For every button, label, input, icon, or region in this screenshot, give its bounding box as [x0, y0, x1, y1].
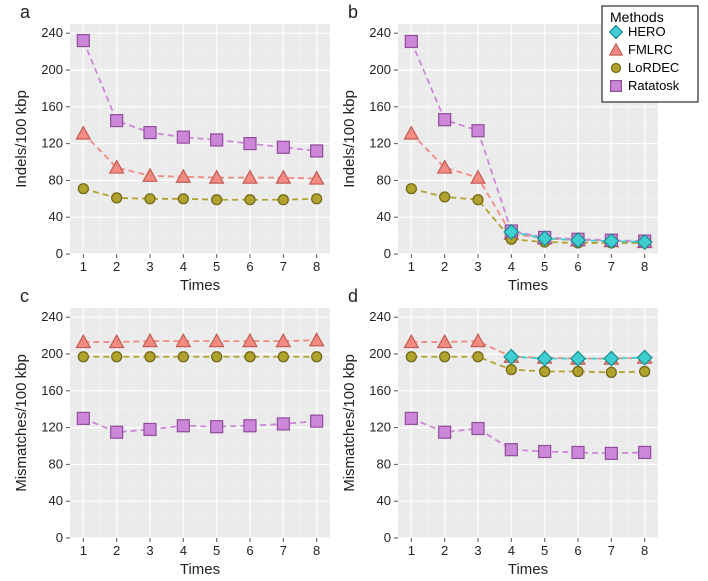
y-tick-label: 0	[56, 246, 63, 261]
y-tick-label: 200	[41, 62, 63, 77]
figure-svg: 1234567804080120160200240TimesIndels/100…	[0, 0, 708, 576]
y-tick-label: 160	[41, 99, 63, 114]
y-axis-title: Indels/100 kbp	[13, 90, 30, 188]
y-tick-label: 40	[49, 493, 63, 508]
y-tick-label: 0	[384, 246, 391, 261]
x-tick-label: 4	[508, 259, 515, 274]
y-tick-label: 240	[369, 25, 391, 40]
y-tick-label: 80	[377, 172, 391, 187]
x-tick-label: 4	[508, 543, 515, 558]
y-tick-label: 0	[384, 530, 391, 545]
x-tick-label: 2	[113, 259, 120, 274]
x-tick-label: 6	[246, 259, 253, 274]
x-tick-label: 8	[641, 543, 648, 558]
x-tick-label: 3	[146, 543, 153, 558]
y-tick-label: 40	[377, 209, 391, 224]
legend-title: Methods	[610, 9, 664, 25]
y-axis-title: Mismatches/100 kbp	[341, 354, 358, 492]
x-tick-label: 3	[146, 259, 153, 274]
x-tick-label: 4	[180, 543, 187, 558]
y-tick-label: 0	[56, 530, 63, 545]
x-tick-label: 1	[80, 543, 87, 558]
y-tick-label: 240	[369, 309, 391, 324]
y-axis-title: Mismatches/100 kbp	[13, 354, 30, 492]
y-tick-label: 160	[41, 383, 63, 398]
x-tick-label: 1	[408, 259, 415, 274]
x-tick-label: 7	[280, 259, 287, 274]
x-axis-title: Times	[508, 277, 548, 294]
x-tick-label: 5	[541, 543, 548, 558]
y-tick-label: 240	[41, 309, 63, 324]
x-axis-title: Times	[180, 561, 220, 576]
x-tick-label: 3	[474, 259, 481, 274]
legend-item-label: Ratatosk	[628, 78, 680, 93]
x-tick-label: 3	[474, 543, 481, 558]
x-tick-label: 1	[80, 259, 87, 274]
x-axis-title: Times	[508, 561, 548, 576]
y-tick-label: 120	[41, 136, 63, 151]
y-tick-label: 120	[369, 136, 391, 151]
legend-item-label: HERO	[628, 24, 666, 39]
x-tick-label: 5	[213, 543, 220, 558]
x-tick-label: 4	[180, 259, 187, 274]
panel-d: 1234567804080120160200240TimesMismatches…	[341, 286, 658, 576]
y-tick-label: 40	[49, 209, 63, 224]
y-tick-label: 160	[369, 383, 391, 398]
y-axis-title: Indels/100 kbp	[341, 90, 358, 188]
x-tick-label: 7	[608, 543, 615, 558]
y-tick-label: 240	[41, 25, 63, 40]
x-tick-label: 1	[408, 543, 415, 558]
legend-item-label: LoRDEC	[628, 60, 679, 75]
x-tick-label: 5	[213, 259, 220, 274]
y-tick-label: 80	[377, 456, 391, 471]
x-tick-label: 8	[641, 259, 648, 274]
legend-item-label: FMLRC	[628, 42, 673, 57]
panel-letter: c	[20, 286, 29, 306]
y-tick-label: 40	[377, 493, 391, 508]
y-tick-label: 160	[369, 99, 391, 114]
x-tick-label: 5	[541, 259, 548, 274]
panel-letter: b	[348, 2, 358, 22]
panel-letter: a	[20, 2, 31, 22]
y-tick-label: 80	[49, 456, 63, 471]
y-tick-label: 120	[369, 420, 391, 435]
y-tick-label: 200	[369, 346, 391, 361]
y-tick-label: 200	[369, 62, 391, 77]
x-tick-label: 6	[574, 543, 581, 558]
y-tick-label: 80	[49, 172, 63, 187]
y-tick-label: 200	[41, 346, 63, 361]
panel-a: 1234567804080120160200240TimesIndels/100…	[13, 2, 330, 294]
x-tick-label: 7	[280, 543, 287, 558]
x-axis-title: Times	[180, 277, 220, 294]
x-tick-label: 2	[441, 259, 448, 274]
panel-c: 1234567804080120160200240TimesMismatches…	[13, 286, 330, 576]
x-tick-label: 6	[246, 543, 253, 558]
x-tick-label: 2	[441, 543, 448, 558]
legend: MethodsHERO FMLRC LoRDEC Ratatosk	[602, 6, 698, 102]
x-tick-label: 8	[313, 543, 320, 558]
x-tick-label: 6	[574, 259, 581, 274]
x-tick-label: 7	[608, 259, 615, 274]
y-tick-label: 120	[41, 420, 63, 435]
x-tick-label: 8	[313, 259, 320, 274]
panel-letter: d	[348, 286, 358, 306]
x-tick-label: 2	[113, 543, 120, 558]
figure-root: { "figure": { "width": 708, "height": 57…	[0, 0, 708, 576]
